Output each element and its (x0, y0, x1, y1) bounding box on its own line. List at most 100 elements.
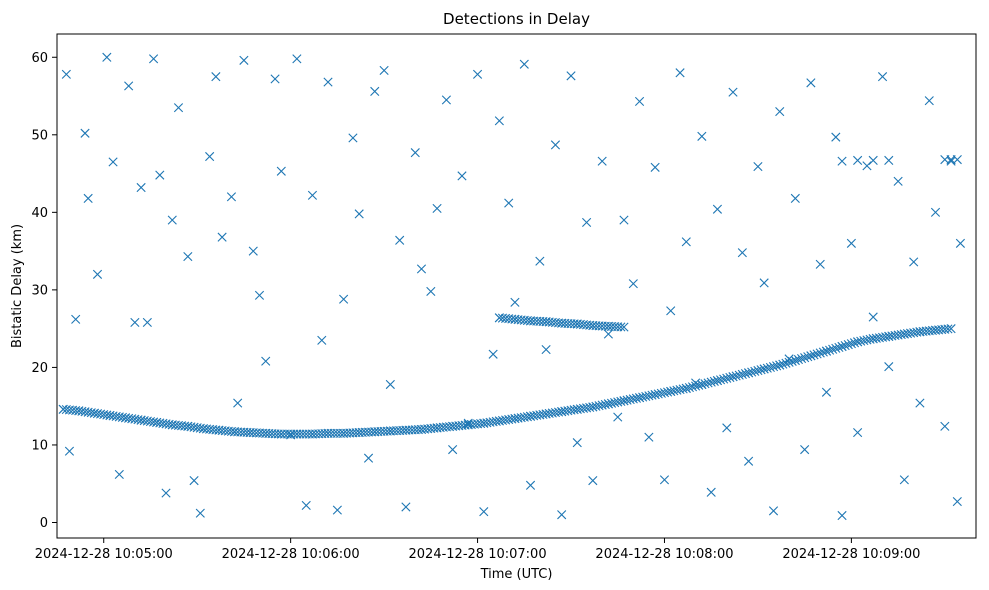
clutter-marker (276, 166, 286, 176)
clutter-marker (71, 314, 81, 324)
track-1-marker (245, 427, 255, 438)
track-1-marker (772, 361, 782, 371)
clutter-marker (401, 502, 411, 512)
clutter-marker (753, 162, 763, 172)
plot-area: 2024-12-28 10:05:00 2024-12-28 10:06:00 20… (31, 33, 977, 562)
track-1-marker (697, 379, 707, 390)
track-2-marker (619, 322, 629, 332)
track-1-marker (943, 324, 953, 334)
track-1-marker (915, 327, 925, 337)
track-1-marker (557, 407, 567, 417)
clutter-marker (768, 506, 779, 516)
clutter-marker (706, 487, 716, 497)
x-tick-label: 2024-12-28 10:09:00 (782, 547, 920, 562)
clutter-marker (930, 207, 941, 217)
track-2-marker (525, 316, 536, 326)
clutter-marker (868, 312, 878, 322)
clutter-marker (64, 446, 75, 456)
flat-track-marker (853, 155, 863, 165)
clutter-marker (862, 161, 872, 171)
track-1-marker (354, 427, 364, 438)
x-tick-label: 2024-12-28 10:06:00 (222, 547, 360, 562)
track-2-marker (494, 313, 504, 323)
clutter-marker (248, 246, 258, 256)
clutter-marker (416, 264, 427, 274)
x-axis-label: Time (UTC) (480, 567, 553, 582)
clutter-marker (463, 418, 473, 428)
track-1-marker (728, 372, 738, 382)
track-1-marker (339, 428, 349, 438)
track-2-marker (603, 321, 613, 331)
clutter-marker (410, 148, 420, 158)
y-tick-label: 50 (31, 128, 48, 143)
clutter-marker (877, 72, 888, 82)
axes-frame (56, 33, 977, 539)
track-1-marker (768, 362, 779, 372)
clutter-marker (426, 286, 436, 297)
track-1-marker (323, 428, 333, 438)
clutter-marker (317, 335, 327, 345)
track-1-marker (747, 367, 757, 377)
y-tick-label: 30 (31, 283, 48, 298)
clutter-marker (479, 507, 489, 517)
clutter-marker (189, 476, 199, 486)
clutter-marker (644, 432, 654, 442)
track-1-marker (740, 369, 751, 379)
track-1-marker (183, 421, 193, 431)
flat-track-marker (952, 155, 962, 165)
track-1-marker (432, 423, 442, 433)
clutter-marker (124, 81, 134, 91)
track-1-marker (120, 413, 131, 423)
track-1-marker (815, 348, 825, 358)
clutter-marker (952, 496, 962, 507)
track-1-marker (681, 383, 691, 393)
track-1-marker (136, 415, 146, 425)
track-1-marker (775, 360, 785, 370)
y-axis-ticks: 0 10 20 30 40 50 60 (31, 51, 57, 531)
clutter-marker (80, 128, 90, 138)
clutter-marker (737, 248, 747, 258)
clutter-marker (837, 510, 847, 521)
clutter-marker (195, 508, 205, 518)
clutter-marker (712, 204, 723, 214)
track-1-marker (719, 374, 729, 384)
track-1-marker (700, 379, 710, 389)
clutter-marker (821, 387, 832, 397)
track-1-marker (479, 418, 489, 428)
clutter-marker (722, 423, 732, 433)
clutter-marker (136, 182, 146, 193)
track-1-marker (800, 353, 810, 363)
clutter-marker (806, 78, 816, 88)
clutter-marker (441, 95, 451, 105)
track-1-marker (946, 324, 956, 334)
clutter-marker (385, 379, 395, 390)
track-1-marker (765, 362, 775, 373)
track-1-marker (712, 376, 723, 386)
track-1-marker (494, 416, 504, 426)
clutter-marker (301, 500, 311, 511)
clutter-marker (270, 74, 280, 84)
track-1-marker (588, 402, 598, 412)
clutter-marker (628, 279, 638, 289)
track-1-marker (448, 421, 458, 431)
clutter-marker (472, 69, 483, 79)
track-1-marker (105, 410, 115, 421)
clutter-marker (61, 69, 71, 79)
clutter-marker (909, 257, 919, 267)
clutter-marker (613, 412, 623, 422)
track-1-marker (725, 372, 735, 383)
clutter-marker (370, 86, 380, 96)
track-1-marker (762, 363, 772, 373)
clutter-marker (142, 317, 152, 328)
clutter-marker (239, 55, 249, 65)
clutter-marker (217, 232, 227, 242)
track-1-marker (846, 339, 856, 349)
clutter-marker (332, 505, 342, 515)
clutter-marker (681, 237, 691, 247)
track-1-marker (753, 365, 763, 376)
track-1-marker (759, 364, 769, 374)
track-1-marker (734, 370, 744, 380)
track-1-marker (715, 375, 726, 385)
track-1-marker (58, 404, 68, 414)
y-axis-label: Bistatic Delay (km) (10, 224, 25, 348)
